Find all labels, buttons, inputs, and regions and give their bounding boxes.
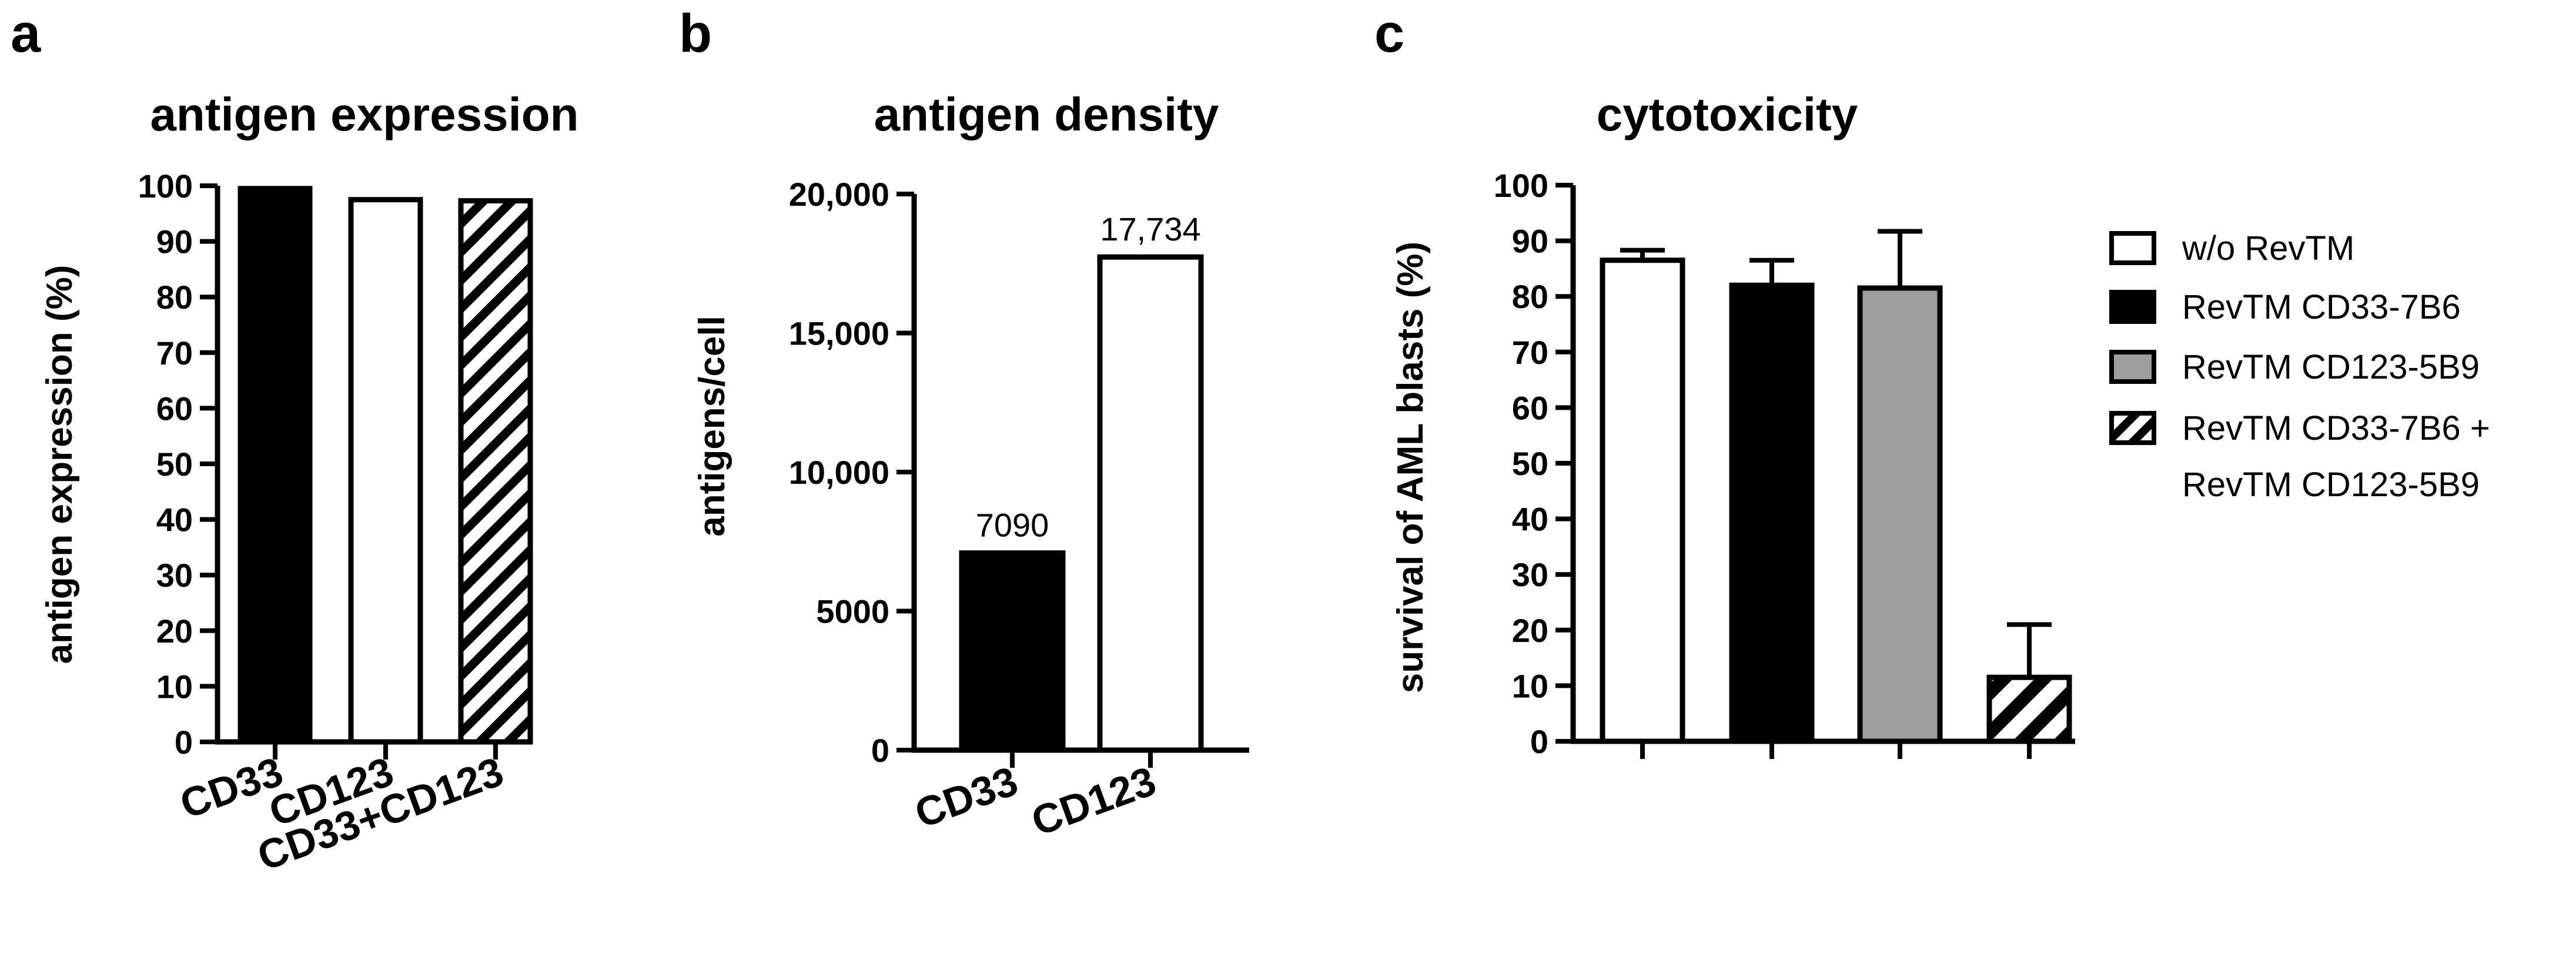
b-ytick-label: 20,000	[789, 176, 889, 213]
legend-c: w/o RevTM RevTM CD33-7B6 RevTM CD123-5B9 Re…	[2109, 229, 2490, 504]
bar-cd33-plus-cd123	[458, 198, 533, 745]
c-ytick-label: 20	[1512, 612, 1548, 649]
c-ytick-label: 80	[1512, 278, 1548, 315]
legend-swatch-revtm-cd33-7b6	[2109, 290, 2156, 324]
c-ytick-label: 90	[1512, 223, 1548, 260]
x-tick-label-cd33: CD33	[909, 758, 1023, 837]
legend-label-revtm-cd123-5b9: RevTM CD123-5B9	[2182, 348, 2480, 386]
y-axis-ticks-a: 0 10 20 30 40 50 60 70 80 90 100	[138, 168, 218, 761]
c-ytick-label: 10	[1512, 667, 1548, 704]
legend-swatch-revtm-cd123-5b9	[2109, 350, 2156, 384]
c-ytick-label: 50	[1512, 445, 1548, 482]
bar-cd33	[237, 186, 313, 745]
panel-b: b antigen density antigens/cell 0 5000 10,…	[679, 4, 1249, 845]
panel-letter-c: c	[1374, 4, 1404, 63]
a-ytick-label: 70	[156, 335, 193, 372]
a-ytick-label: 80	[156, 279, 193, 316]
y-axis-label-c: survival of AML blasts (%)	[1390, 242, 1431, 693]
legend-label-w-o-revtm: w/o RevTM	[2182, 229, 2354, 267]
y-axis-label-b: antigens/cell	[692, 316, 732, 537]
panel-letter-b: b	[679, 4, 712, 63]
a-ytick-label: 50	[156, 446, 193, 483]
bar-revtm-cd123-5b9	[1857, 285, 1943, 744]
legend-swatch-revtm-cd33-7b6-revtm-cd123-5b9	[2109, 411, 2156, 445]
chart-title-a: antigen expression	[150, 88, 578, 141]
c-ytick-label: 60	[1512, 389, 1548, 426]
c-ytick-label: 40	[1512, 501, 1548, 538]
c-ytick-label: 100	[1494, 167, 1548, 204]
c-ytick-label: 30	[1512, 556, 1548, 593]
chart-title-c: cytotoxicity	[1597, 88, 1858, 141]
bar-cd33	[959, 550, 1066, 753]
bar-revtm-cd33-7b6-revtm-cd123-5b9	[1986, 674, 2072, 744]
a-ytick-label: 100	[138, 168, 193, 205]
bar-revtm-cd33-7b6	[1729, 282, 1815, 744]
b-ytick-label: 10,000	[789, 454, 889, 491]
x-tick-label-cd123: CD123	[1026, 758, 1162, 845]
y-axis-ticks-b: 0 5000 10,000 15,000 20,000	[789, 176, 914, 769]
chart-title-b: antigen density	[874, 88, 1219, 141]
legend-label-revtm-cd33-7b6-revtm-cd123-5b9: RevTM CD123-5B9	[2182, 466, 2480, 504]
y-axis-label-a: antigen expression (%)	[39, 265, 80, 664]
bar-cd123	[1097, 254, 1204, 753]
data-label-cd33: 7090	[976, 507, 1049, 544]
legend-swatch-w-o-revtm	[2109, 231, 2156, 265]
c-ytick-label: 70	[1512, 334, 1548, 371]
a-ytick-label: 90	[156, 223, 193, 260]
a-ytick-label: 20	[156, 613, 193, 650]
data-labels-b: 7090 17,734	[976, 210, 1201, 543]
data-label-cd123: 17,734	[1100, 210, 1200, 247]
bars-b	[959, 254, 1204, 753]
y-axis-ticks-c: 0 10 20 30 40 50 60 70 80 90 100	[1494, 167, 1573, 760]
panel-a: a antigen expression antigen expression …	[11, 4, 579, 879]
panel-c: c cytotoxicity survival of AML blasts (%…	[1374, 4, 2490, 760]
b-ytick-label: 0	[871, 732, 889, 769]
bar-w-o-revtm	[1600, 257, 1685, 744]
error-bars-c	[1620, 229, 2052, 678]
a-ytick-label: 60	[156, 390, 193, 427]
b-ytick-label: 5000	[816, 593, 889, 630]
x-axis-ticks-b: CD33 CD123	[909, 750, 1162, 845]
b-ytick-label: 15,000	[789, 315, 889, 352]
x-axis-ticks-c	[1640, 741, 2032, 759]
legend-label-revtm-cd33-7b6: RevTM CD33-7B6	[2182, 288, 2461, 326]
c-ytick-label: 0	[1530, 723, 1548, 760]
bar-cd123	[348, 197, 423, 745]
bars-c	[1600, 257, 2072, 744]
a-ytick-label: 0	[175, 724, 193, 761]
bars-a	[237, 186, 533, 745]
a-ytick-label: 10	[156, 668, 193, 705]
legend-label-revtm-cd33-7b6-revtm-cd123-5b9: RevTM CD33-7B6 +	[2182, 409, 2490, 447]
a-ytick-label: 40	[156, 501, 193, 538]
panel-letter-a: a	[11, 4, 41, 63]
a-ytick-label: 30	[156, 557, 193, 594]
